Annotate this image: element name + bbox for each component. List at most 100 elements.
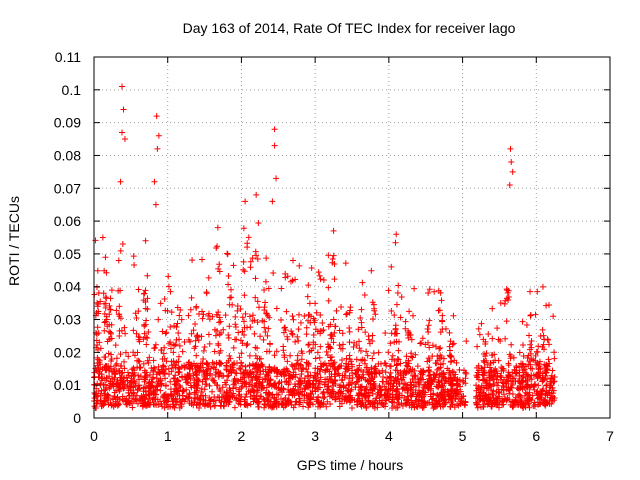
data-point — [273, 366, 280, 373]
data-point — [150, 369, 157, 376]
data-point — [173, 323, 180, 330]
data-point — [192, 389, 199, 396]
data-point — [532, 403, 539, 410]
data-point — [354, 392, 361, 399]
data-point — [176, 312, 183, 319]
data-point — [462, 369, 469, 376]
data-point — [252, 344, 259, 351]
data-point — [368, 370, 375, 377]
data-point — [403, 396, 410, 403]
data-point — [349, 370, 356, 377]
data-point — [196, 404, 203, 411]
data-point — [243, 379, 250, 386]
data-point — [330, 252, 337, 259]
data-point — [410, 401, 417, 408]
data-point — [385, 287, 392, 294]
data-point — [448, 353, 455, 360]
data-point — [216, 359, 223, 366]
data-point — [329, 255, 336, 262]
data-point — [232, 384, 239, 391]
data-point — [282, 378, 289, 385]
data-point — [526, 404, 533, 411]
data-point — [291, 381, 298, 388]
data-point — [225, 372, 232, 379]
data-point — [116, 313, 123, 320]
data-point — [232, 321, 239, 328]
data-point — [503, 384, 510, 391]
data-point — [479, 397, 486, 404]
data-point — [246, 352, 253, 359]
data-point — [163, 329, 170, 336]
data-point — [132, 383, 139, 390]
data-point — [155, 316, 162, 323]
data-point — [192, 337, 199, 344]
data-point — [419, 387, 426, 394]
data-point — [95, 330, 102, 337]
data-point — [102, 381, 109, 388]
data-point — [516, 349, 523, 356]
data-point — [531, 386, 538, 393]
data-point — [148, 365, 155, 372]
data-point — [504, 287, 511, 294]
data-point — [273, 348, 280, 355]
data-point — [102, 397, 109, 404]
x-tick-label: 6 — [532, 428, 540, 444]
data-point — [306, 377, 313, 384]
data-point — [447, 374, 454, 381]
data-point — [524, 381, 531, 388]
data-point — [171, 404, 178, 411]
data-point — [298, 356, 305, 363]
data-point — [157, 387, 164, 394]
data-point — [119, 129, 126, 136]
data-point — [377, 386, 384, 393]
data-point — [268, 404, 275, 411]
data-point — [131, 378, 138, 385]
data-point — [330, 360, 337, 367]
data-point — [447, 338, 454, 345]
data-point — [94, 341, 101, 348]
data-point — [226, 294, 233, 301]
data-point — [463, 370, 470, 377]
data-point — [526, 358, 533, 365]
data-point — [168, 309, 175, 316]
data-point — [107, 363, 114, 370]
data-point — [240, 225, 247, 232]
data-point — [489, 372, 496, 379]
data-point — [214, 393, 221, 400]
data-point — [483, 382, 490, 389]
data-point — [547, 382, 554, 389]
data-point — [436, 371, 443, 378]
data-point — [149, 379, 156, 386]
data-point — [392, 239, 399, 246]
data-point — [498, 368, 505, 375]
data-point — [482, 341, 489, 348]
data-point — [303, 366, 310, 373]
data-point — [239, 362, 246, 369]
data-point — [359, 371, 366, 378]
data-point — [136, 334, 143, 341]
data-point — [354, 378, 361, 385]
x-tick-label: 2 — [238, 428, 246, 444]
data-point — [110, 396, 117, 403]
data-point — [216, 319, 223, 326]
data-point — [345, 388, 352, 395]
data-points — [91, 83, 558, 412]
data-point — [491, 351, 498, 358]
data-point — [274, 369, 281, 376]
data-point — [389, 387, 396, 394]
data-point — [317, 312, 324, 319]
data-point — [181, 364, 188, 371]
data-point — [503, 318, 510, 325]
data-point — [178, 316, 185, 323]
data-point — [323, 348, 330, 355]
data-point — [206, 340, 213, 347]
data-point — [476, 398, 483, 405]
data-point — [327, 321, 334, 328]
data-point — [439, 326, 446, 333]
data-point — [408, 336, 415, 343]
data-point — [383, 397, 390, 404]
data-point — [161, 295, 168, 302]
data-point — [324, 366, 331, 373]
data-point — [416, 402, 423, 409]
data-point — [532, 381, 539, 388]
